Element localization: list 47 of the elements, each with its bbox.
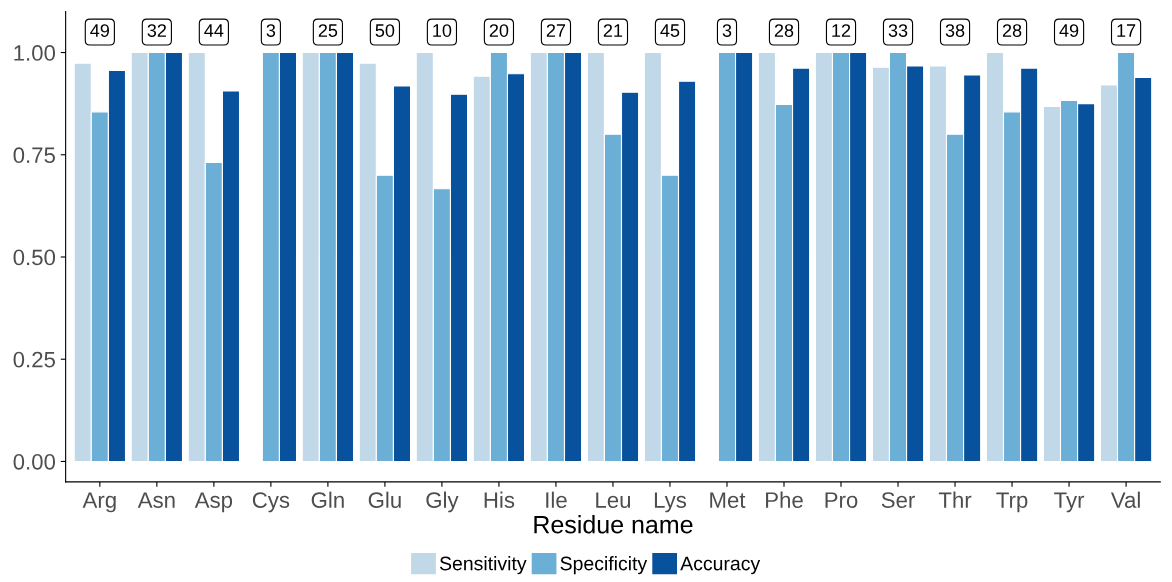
annotation: 10 bbox=[433, 24, 452, 37]
x-tick-label: Trp bbox=[996, 492, 1028, 513]
x-tick-label: Gln bbox=[311, 491, 344, 508]
x-axis-title: Residue name bbox=[534, 515, 693, 534]
x-tick-label: Ile bbox=[546, 491, 567, 508]
x-tick-label: Thr bbox=[938, 491, 972, 508]
annotation: 28 bbox=[774, 24, 794, 37]
annotation: 33 bbox=[888, 24, 908, 37]
x-tick-label: Met bbox=[710, 492, 746, 508]
legend-label: Specificity bbox=[560, 556, 648, 575]
x-tick-label: Lys bbox=[654, 492, 687, 513]
annotation: 45 bbox=[660, 24, 680, 37]
annotation: 12 bbox=[832, 24, 851, 37]
x-tick-label: Pro bbox=[825, 492, 858, 508]
y-tick-label: 1.00 bbox=[14, 45, 56, 61]
annotation: 27 bbox=[546, 24, 566, 37]
annotation: 38 bbox=[945, 24, 965, 37]
annotation: 20 bbox=[489, 24, 509, 37]
x-tick-label: Cys bbox=[252, 492, 290, 513]
annotation: 3 bbox=[266, 24, 276, 37]
annotation: 49 bbox=[1059, 24, 1079, 37]
x-tick-label: Gly bbox=[426, 491, 459, 513]
x-tick-label: Asn bbox=[137, 492, 175, 508]
y-tick-label: 0.25 bbox=[13, 351, 55, 368]
x-tick-label: Ser bbox=[881, 492, 915, 508]
x-tick-label: Phe bbox=[766, 491, 803, 508]
x-tick-label: Glu bbox=[368, 491, 401, 508]
annotation: 25 bbox=[318, 24, 338, 37]
annotation: 50 bbox=[375, 24, 395, 37]
annotation: 3 bbox=[722, 24, 732, 37]
y-tick-label: 0.75 bbox=[13, 147, 55, 164]
x-tick-label: Leu bbox=[596, 492, 631, 508]
x-tick-label: Arg bbox=[82, 492, 116, 513]
x-tick-label: Tyr bbox=[1054, 492, 1085, 513]
annotation: 17 bbox=[1117, 24, 1136, 37]
legend-label: Accuracy bbox=[680, 556, 761, 575]
x-tick-label: Asp bbox=[194, 492, 233, 513]
annotation: 21 bbox=[603, 24, 623, 37]
y-tick-label: 0.00 bbox=[13, 453, 56, 470]
x-tick-label: Val bbox=[1110, 491, 1140, 508]
annotation: 49 bbox=[90, 24, 110, 37]
y-tick-label: 0.50 bbox=[13, 249, 56, 266]
annotation: 32 bbox=[147, 24, 166, 37]
annotation: 28 bbox=[1002, 24, 1022, 37]
annotation: 44 bbox=[204, 24, 224, 37]
legend-label: Sensitivity bbox=[439, 556, 527, 575]
x-tick-label: His bbox=[484, 491, 515, 508]
